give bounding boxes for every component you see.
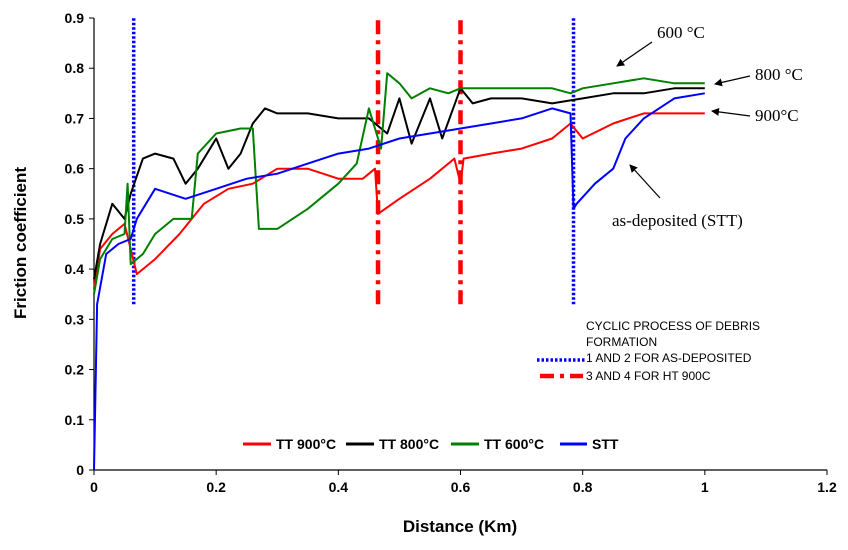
series-line-stt xyxy=(93,92,705,471)
annotation-900-arrow xyxy=(711,107,751,117)
legend-item-stt: STT xyxy=(560,436,619,452)
note-line-3: 1 AND 2 FOR AS-DEPOSITED xyxy=(586,351,752,365)
y-tick-label-8: 0.8 xyxy=(65,60,85,76)
annotation-stt-arrow xyxy=(629,164,661,199)
y-tick-label-5: 0.5 xyxy=(65,211,85,227)
legend-item-tt600: TT 600°C xyxy=(451,436,544,452)
vertical-markers xyxy=(131,18,576,305)
legend-item-tt900: TT 900°C xyxy=(243,436,336,452)
series-line-tt-900-c xyxy=(93,112,705,290)
x-tick-label-4: 0.8 xyxy=(573,479,593,495)
y-tick-label-6: 0.6 xyxy=(65,161,85,177)
series-line-tt-600-c xyxy=(93,72,705,295)
legend-label-tt800: TT 800°C xyxy=(379,436,439,452)
x-tick-label-0: 0 xyxy=(90,479,98,495)
annotation-stt: as-deposited (STT) xyxy=(612,164,743,230)
annotation-600-label: 600 °C xyxy=(657,23,705,42)
y-tick-label-4: 0.4 xyxy=(65,261,85,277)
y-axis-title: Friction coefficient xyxy=(11,167,30,319)
legend-item-tt800: TT 800°C xyxy=(346,436,439,452)
legend-label-tt600: TT 600°C xyxy=(484,436,544,452)
cyclic-note: CYCLIC PROCESS OF DEBRIS FORMATION 1 AND… xyxy=(537,319,760,383)
note-line-1: CYCLIC PROCESS OF DEBRIS xyxy=(586,319,760,333)
annotation-900-label: 900°C xyxy=(755,106,799,125)
axes: 0 0.2 0.4 0.6 0.8 1 1.2 0 0.1 0.2 0.3 0.4 0.5 0.6 0.7 0… xyxy=(65,10,837,495)
x-axis-title: Distance (Km) xyxy=(403,517,517,536)
legend-label-tt900: TT 900°C xyxy=(276,436,336,452)
y-tick-label-2: 0.2 xyxy=(65,362,85,378)
annotation-600-arrow xyxy=(616,41,653,67)
annotation-600: 600 °C xyxy=(616,23,705,67)
legend-label-stt: STT xyxy=(592,436,619,452)
y-tick-label-3: 0.3 xyxy=(65,311,85,327)
y-tick-label-0: 0 xyxy=(76,462,84,478)
note-line-4: 3 AND 4 FOR HT 900C xyxy=(586,369,711,383)
y-tick-label-7: 0.7 xyxy=(65,110,85,126)
annotation-800-arrow xyxy=(714,75,751,87)
y-tick-label-9: 0.9 xyxy=(65,10,85,26)
annotation-stt-label: as-deposited (STT) xyxy=(612,211,743,230)
annotation-800: 800 °C xyxy=(714,65,803,87)
annotation-900: 900°C xyxy=(711,106,799,125)
x-tick-label-2: 0.4 xyxy=(329,479,349,495)
x-tick-label-3: 0.6 xyxy=(451,479,471,495)
x-tick-label-1: 0.2 xyxy=(206,479,226,495)
series-line-tt-800-c xyxy=(93,87,705,280)
x-tick-label-5: 1 xyxy=(701,479,709,495)
note-line-2: FORMATION xyxy=(586,335,657,349)
legend: TT 900°C TT 800°C TT 600°C STT xyxy=(243,436,619,452)
x-tick-label-6: 1.2 xyxy=(817,479,837,495)
y-tick-label-1: 0.1 xyxy=(65,412,85,428)
series-lines xyxy=(93,72,705,471)
annotation-800-label: 800 °C xyxy=(755,65,803,84)
